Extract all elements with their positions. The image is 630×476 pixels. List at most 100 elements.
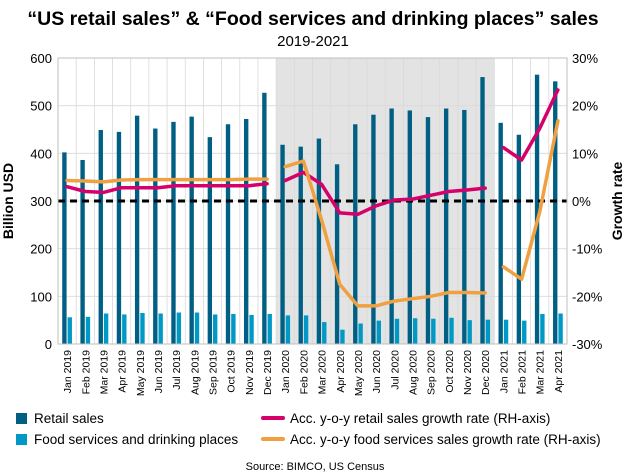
- x-tick-label: Nov 2019: [244, 350, 256, 395]
- y-tick-label: 200: [30, 242, 52, 257]
- bar-retail-sales: [225, 124, 231, 344]
- bar-food-services: [213, 314, 218, 344]
- x-tick-label: Jan 2021: [498, 350, 510, 393]
- y2-axis-label: Growth rate: [609, 162, 625, 241]
- bar-retail-sales: [80, 160, 85, 344]
- legend-label-retail-growth: Acc. y-o-y retail sales growth rate (RH-…: [290, 411, 550, 426]
- bar-retail-sales: [389, 108, 394, 344]
- bar-retail-sales: [443, 108, 449, 344]
- bar-retail-sales: [189, 116, 194, 344]
- bar-food-services: [285, 315, 291, 344]
- y2-tick-label: 30%: [572, 51, 598, 66]
- x-tick-label: Aug 2020: [407, 350, 419, 395]
- bar-food-services: [194, 312, 200, 344]
- bar-retail-sales: [153, 128, 158, 344]
- bar-food-services: [376, 320, 381, 344]
- y2-tick-label: -30%: [572, 337, 603, 352]
- line-retail-growth: [283, 170, 487, 217]
- x-tick-label: Aug 2019: [189, 350, 201, 395]
- x-tick-label: Jan 2019: [62, 350, 74, 393]
- bar-retail-sales: [353, 124, 358, 344]
- bar-retail-sales: [171, 121, 176, 344]
- bar-food-services: [303, 315, 309, 344]
- y-tick-label: 0: [45, 337, 52, 352]
- bar-food-services: [67, 317, 72, 344]
- bar-food-services: [122, 314, 127, 344]
- bar-food-services: [540, 313, 545, 344]
- y2-tick-label: 0%: [572, 194, 591, 209]
- bar-retail-sales: [280, 144, 285, 344]
- line-food-growth: [65, 177, 269, 184]
- bar-retail-sales: [371, 114, 376, 345]
- bar-retail-sales: [498, 122, 503, 345]
- bar-food-services: [158, 313, 163, 344]
- bar-food-services: [140, 313, 145, 344]
- bar-retail-sales: [480, 77, 485, 345]
- bar-food-services: [558, 313, 563, 344]
- bar-retail-sales: [425, 117, 431, 345]
- plot-frame: [57, 57, 568, 345]
- bar-retail-sales: [244, 119, 249, 344]
- source-note: Source: BIMCO, US Census: [246, 461, 385, 473]
- bar-retail-sales: [298, 146, 303, 344]
- chart-title: “US retail sales” & “Food services and d…: [27, 8, 598, 30]
- x-tick-label: Feb 2021: [517, 350, 529, 395]
- y-tick-label: 300: [30, 194, 52, 209]
- line-food-growth: [283, 159, 487, 308]
- bar-food-services: [103, 313, 109, 344]
- x-tick-label: Jun 2020: [371, 350, 383, 393]
- bar-food-services: [322, 322, 327, 344]
- legend-label-food-growth: Acc. y-o-y food services sales growth ra…: [290, 432, 601, 447]
- bar-food-services: [85, 316, 91, 344]
- x-tick-label: Oct 2019: [226, 350, 238, 393]
- bar-food-services: [249, 314, 254, 344]
- bar-retail-sales: [98, 129, 103, 344]
- line-retail-growth: [65, 182, 269, 195]
- bar-food-services: [394, 318, 400, 344]
- y-axis-label: Billion USD: [0, 163, 16, 239]
- x-tick-label: Feb 2019: [80, 350, 92, 395]
- y-tick-label: 400: [30, 146, 52, 161]
- y2-tick-label: 20%: [572, 99, 598, 114]
- bar-food-services: [522, 320, 527, 344]
- x-tick-label: Jul 2020: [389, 350, 401, 390]
- x-tick-label: Apr 2020: [335, 350, 347, 393]
- bar-food-services: [449, 317, 454, 344]
- legend-label-food-services: Food services and drinking places: [34, 432, 238, 447]
- legend-swatch-retail-sales: [16, 413, 27, 424]
- x-tick-label: Sep 2020: [426, 350, 438, 395]
- bar-food-services: [467, 320, 472, 344]
- bar-food-services: [503, 319, 509, 344]
- y2-tick-label: -10%: [572, 242, 603, 257]
- bar-food-services: [231, 313, 236, 344]
- x-tick-label: Dec 2019: [262, 350, 274, 395]
- bar-retail-sales: [62, 152, 67, 344]
- chart-subtitle: 2019-2021: [277, 33, 349, 50]
- x-tick-label: Apr 2021: [553, 350, 565, 393]
- x-tick-label: Apr 2019: [117, 350, 129, 393]
- bar-food-services: [358, 323, 363, 344]
- legend-label-retail-sales: Retail sales: [34, 411, 104, 426]
- x-tick-label: Oct 2020: [444, 350, 456, 393]
- x-tick-label: Jul 2019: [171, 350, 183, 390]
- y2-tick-label: 10%: [572, 146, 598, 161]
- bar-retail-sales: [207, 137, 213, 344]
- bar-retail-sales: [462, 109, 467, 344]
- x-tick-label: Mar 2021: [535, 350, 547, 395]
- bar-food-services: [267, 313, 272, 344]
- bar-food-services: [412, 318, 418, 344]
- x-tick-label: Dec 2020: [480, 350, 492, 395]
- x-tick-label: Sep 2019: [208, 350, 220, 395]
- x-tick-label: Mar 2019: [98, 350, 110, 395]
- bar-retail-sales: [334, 164, 340, 344]
- line-retail-growth: [501, 88, 560, 162]
- x-tick-label: Nov 2020: [462, 350, 474, 395]
- bar-retail-sales: [134, 115, 140, 344]
- plot-area: 0 100 200 300 400 500 600 -30% -20% -10% 0% 10% 20% 3…: [30, 51, 602, 396]
- y2-tick-label: -20%: [572, 289, 603, 304]
- y-tick-label: 500: [30, 99, 52, 114]
- line-food-growth: [501, 119, 560, 281]
- x-tick-label: Jun 2019: [153, 350, 165, 393]
- bar-food-services: [431, 318, 436, 344]
